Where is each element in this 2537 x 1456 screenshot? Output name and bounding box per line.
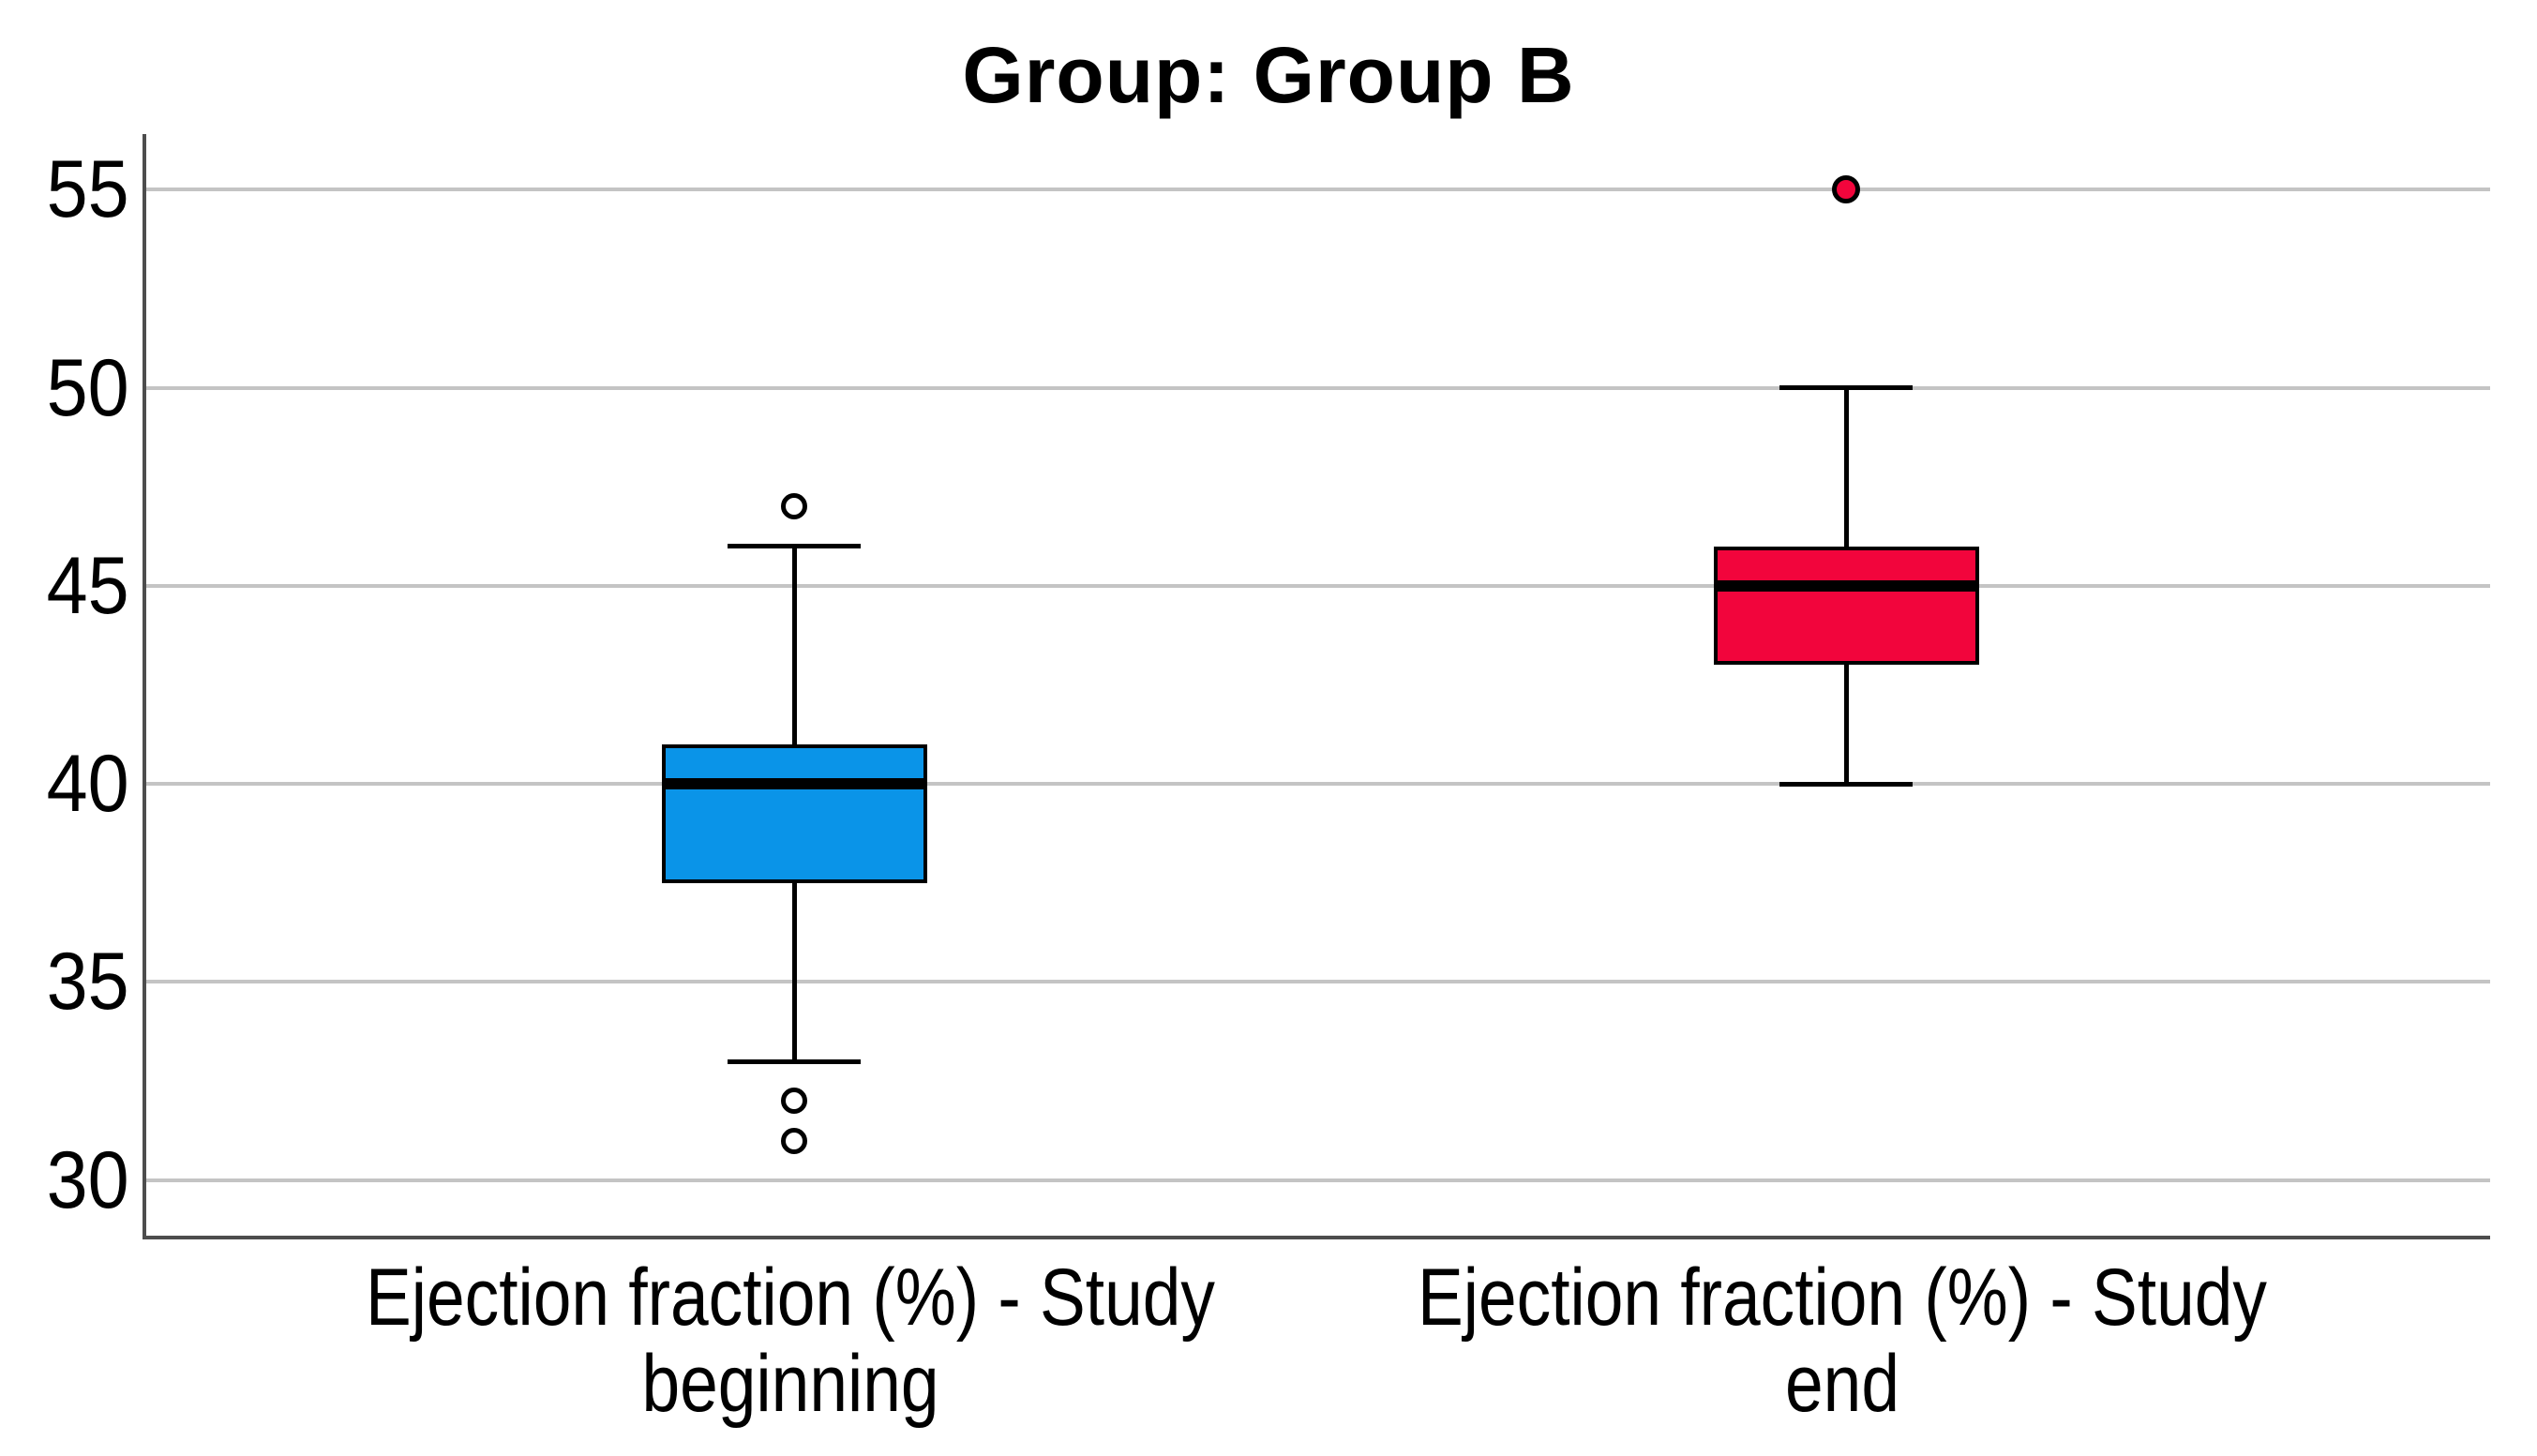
x-axis-label-study-end: Ejection fraction (%) - Study end xyxy=(1325,1254,2361,1427)
upper-whisker-cap-study-beginning xyxy=(728,544,861,549)
lower-whisker-cap-study-end xyxy=(1779,781,1913,787)
gridline-40 xyxy=(146,782,2490,787)
y-tick-text-30: 30 xyxy=(46,1134,129,1225)
y-tick-text-55: 55 xyxy=(46,144,129,235)
y-tick-text-40: 40 xyxy=(46,739,129,830)
outlier-point-study-beginning-47 xyxy=(781,493,807,520)
lower-whisker-line-study-end xyxy=(1843,665,1849,785)
y-tick-label-50: 50 xyxy=(0,348,129,428)
gridline-50 xyxy=(146,385,2490,390)
lower-whisker-line-study-beginning xyxy=(791,882,797,1062)
upper-whisker-line-study-beginning xyxy=(791,546,797,744)
y-tick-label-30: 30 xyxy=(0,1140,129,1221)
gridline-30 xyxy=(146,1178,2490,1182)
lower-whisker-cap-study-beginning xyxy=(728,1058,861,1064)
chart-title: Group: Group B xyxy=(962,31,1575,119)
x-axis-label-study-beginning: Ejection fraction (%) - Study beginning xyxy=(273,1254,1309,1427)
y-tick-label-40: 40 xyxy=(0,743,129,824)
median-line-study-end xyxy=(1713,579,1979,592)
plot-area xyxy=(143,134,2490,1239)
x-axis-label-study-end-line-1: Ejection fraction (%) - Study xyxy=(1418,1253,2267,1343)
x-axis-label-study-beginning-line-1: Ejection fraction (%) - Study xyxy=(366,1253,1215,1343)
y-tick-text-35: 35 xyxy=(46,937,129,1028)
box-study-end xyxy=(1713,546,1979,666)
x-axis-label-study-end-line-2: end xyxy=(1785,1339,1899,1429)
upper-whisker-line-study-end xyxy=(1843,387,1849,547)
x-axis-label-study-beginning-line-2: beginning xyxy=(641,1339,939,1429)
y-tick-label-45: 45 xyxy=(0,546,129,626)
y-tick-label-35: 35 xyxy=(0,941,129,1022)
y-tick-label-55: 55 xyxy=(0,149,129,230)
y-tick-text-50: 50 xyxy=(46,342,129,433)
gridline-35 xyxy=(146,980,2490,984)
outlier-point-study-beginning-31 xyxy=(781,1127,807,1154)
gridline-55 xyxy=(146,188,2490,192)
outlier-point-study-end-55 xyxy=(1832,175,1860,204)
outlier-point-study-beginning-32 xyxy=(781,1088,807,1115)
median-line-study-beginning xyxy=(661,778,927,790)
gridline-45 xyxy=(146,583,2490,588)
box-study-beginning xyxy=(661,743,927,883)
y-tick-text-45: 45 xyxy=(46,540,129,631)
upper-whisker-cap-study-end xyxy=(1779,385,1913,390)
